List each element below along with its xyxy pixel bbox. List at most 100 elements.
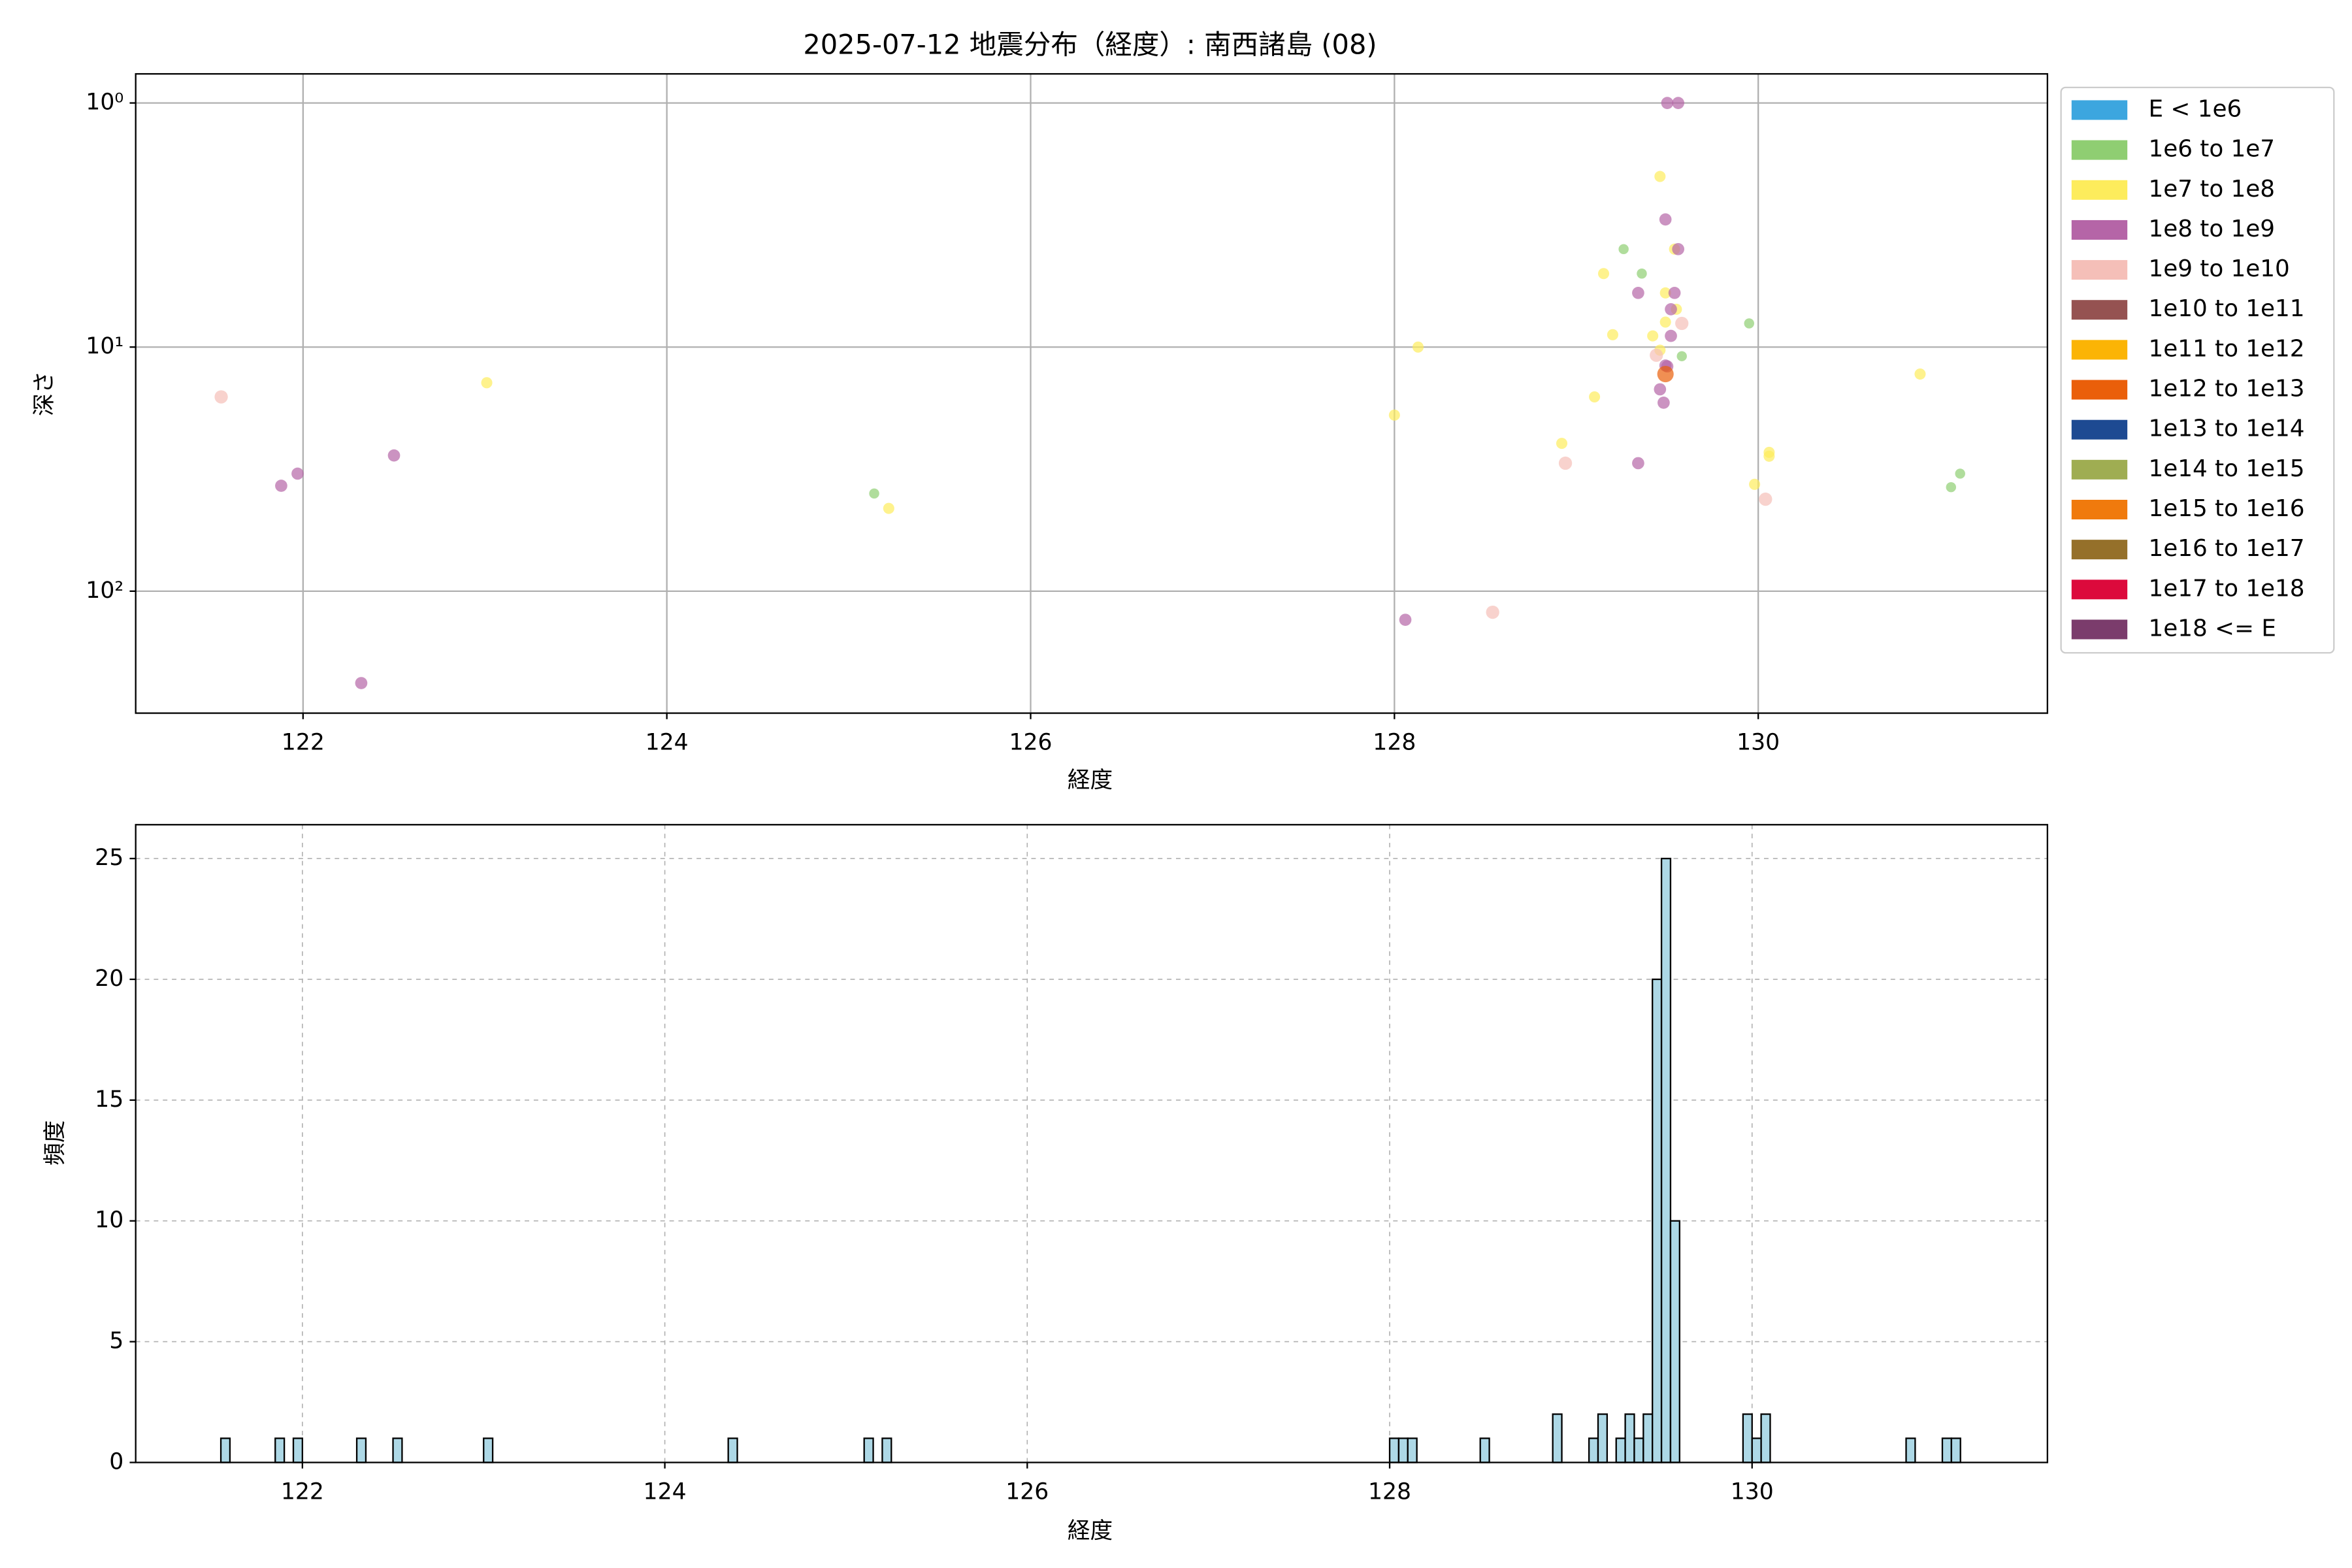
scatter-point (1672, 97, 1685, 109)
legend-label: 1e7 to 1e8 (2148, 176, 2275, 203)
scatter-point (1412, 341, 1424, 353)
scatter-point (355, 677, 368, 689)
y-tick-label: 10 (95, 1207, 123, 1233)
histogram-bar (220, 1437, 231, 1463)
y-tick-label: 10¹ (86, 333, 123, 359)
scatter-point (1672, 242, 1685, 255)
histogram-bar (1397, 1437, 1409, 1463)
histogram-bar (1660, 857, 1672, 1463)
x-tick-label: 122 (282, 730, 325, 756)
y-axis-label: 深さ (31, 371, 57, 416)
histogram-bar (1760, 1413, 1771, 1463)
scatter-point (291, 467, 304, 480)
scatter-point (1654, 171, 1666, 182)
histogram-bar (1941, 1437, 1952, 1463)
x-tick-label: 124 (644, 1479, 687, 1505)
scatter-point (1632, 457, 1644, 470)
legend-swatch (2071, 220, 2128, 240)
legend-label: 1e17 to 1e18 (2148, 575, 2304, 602)
x-tick-label: 126 (1005, 1479, 1049, 1505)
scatter-point (1659, 316, 1671, 328)
scatter-point (1618, 244, 1629, 255)
y-tick-label: 20 (95, 966, 123, 992)
scatter-point (1676, 351, 1687, 361)
legend-label: 1e18 <= E (2148, 615, 2276, 642)
legend-label: 1e6 to 1e7 (2148, 136, 2275, 163)
histogram-bar (863, 1437, 874, 1463)
scatter-point (1749, 478, 1761, 490)
histogram-bar (355, 1437, 367, 1463)
scatter-point (1658, 397, 1670, 409)
x-tick-label: 124 (645, 730, 689, 756)
plot-frame (135, 824, 2048, 1463)
scatter-point (869, 488, 879, 499)
scatter-point (1388, 409, 1400, 421)
scatter-point (1759, 492, 1772, 506)
scatter-point (1659, 287, 1671, 299)
x-tick-label: 126 (1009, 730, 1052, 756)
x-tick-label: 128 (1368, 1479, 1411, 1505)
y-tick-label: 0 (109, 1448, 123, 1475)
legend-swatch (2071, 580, 2128, 600)
legend-swatch (2071, 140, 2128, 160)
histogram-bar (1407, 1437, 1418, 1463)
scatter-point (275, 480, 287, 492)
histogram-bar (1642, 1413, 1654, 1463)
plot-frame (135, 73, 2048, 714)
histogram-bar (483, 1437, 494, 1463)
scatter-point (883, 502, 894, 514)
histogram-bar (1905, 1437, 1916, 1463)
legend-label: 1e15 to 1e16 (2148, 495, 2304, 522)
x-tick-label: 130 (1737, 730, 1780, 756)
histogram-bar (1388, 1437, 1400, 1463)
y-tick-label: 25 (95, 845, 123, 871)
histogram-bar (1742, 1413, 1753, 1463)
x-tick-label: 122 (281, 1479, 324, 1505)
scatter-point (1675, 316, 1689, 331)
legend-swatch (2071, 619, 2128, 640)
legend-label: E < 1e6 (2148, 95, 2242, 122)
y-tick-label: 5 (109, 1328, 123, 1354)
scatter-point (1657, 365, 1674, 383)
histogram-bar (1552, 1413, 1563, 1463)
legend-swatch (2071, 380, 2128, 400)
legend-swatch (2071, 260, 2128, 280)
scatter-point (1744, 318, 1754, 329)
scatter-point (1955, 468, 1965, 479)
histogram-bar (881, 1437, 892, 1463)
legend-label: 1e8 to 1e9 (2148, 216, 2275, 242)
scatter-point (1558, 456, 1573, 470)
scatter-point (1650, 348, 1663, 362)
histogram-bar (292, 1437, 304, 1463)
y-tick-label: 15 (95, 1086, 123, 1113)
legend-swatch (2071, 300, 2128, 320)
scatter-point (1914, 368, 1926, 380)
legend-label: 1e9 to 1e10 (2148, 255, 2289, 282)
legend-label: 1e12 to 1e13 (2148, 376, 2304, 402)
histogram-bar (1615, 1437, 1626, 1463)
scatter-point (1647, 330, 1659, 342)
legend-swatch (2071, 500, 2128, 519)
scatter-point (481, 377, 493, 389)
x-axis-label: 経度 (1068, 767, 1113, 793)
scatter-point (1946, 482, 1957, 493)
histogram-bar (1624, 1413, 1635, 1463)
x-tick-label: 130 (1731, 1479, 1774, 1505)
legend-swatch (2071, 100, 2128, 120)
legend-label: 1e14 to 1e15 (2148, 455, 2304, 482)
histogram-bar (1950, 1437, 1961, 1463)
legend-box (2060, 86, 2335, 654)
scatter-point (387, 449, 400, 462)
histogram-bar (1597, 1413, 1609, 1463)
legend-label: 1e16 to 1e17 (2148, 535, 2304, 562)
scatter-point (1607, 329, 1618, 340)
x-axis-label: 経度 (1068, 1518, 1113, 1544)
histogram-bar (1588, 1437, 1599, 1463)
scatter-point (1763, 450, 1775, 462)
scatter-point (1654, 383, 1667, 396)
legend-swatch (2071, 180, 2128, 200)
histogram-bar (274, 1437, 286, 1463)
scatter-point (1661, 97, 1674, 109)
scatter-point (1632, 286, 1644, 299)
